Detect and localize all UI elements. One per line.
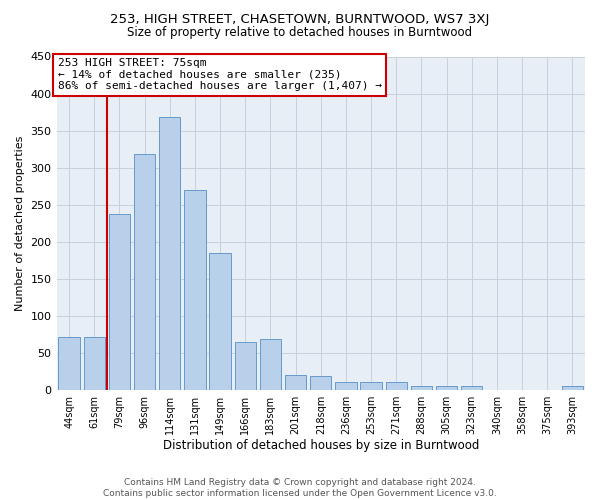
Text: 253, HIGH STREET, CHASETOWN, BURNTWOOD, WS7 3XJ: 253, HIGH STREET, CHASETOWN, BURNTWOOD, … bbox=[110, 12, 490, 26]
Text: Contains HM Land Registry data © Crown copyright and database right 2024.
Contai: Contains HM Land Registry data © Crown c… bbox=[103, 478, 497, 498]
Bar bbox=[235, 342, 256, 390]
Bar bbox=[436, 386, 457, 390]
Y-axis label: Number of detached properties: Number of detached properties bbox=[15, 136, 25, 311]
Bar bbox=[411, 386, 432, 390]
Bar bbox=[335, 382, 356, 390]
Bar bbox=[209, 254, 231, 390]
X-axis label: Distribution of detached houses by size in Burntwood: Distribution of detached houses by size … bbox=[163, 440, 479, 452]
Bar bbox=[58, 337, 80, 390]
Bar bbox=[562, 386, 583, 390]
Bar bbox=[285, 375, 307, 390]
Text: 253 HIGH STREET: 75sqm
← 14% of detached houses are smaller (235)
86% of semi-de: 253 HIGH STREET: 75sqm ← 14% of detached… bbox=[58, 58, 382, 91]
Text: Size of property relative to detached houses in Burntwood: Size of property relative to detached ho… bbox=[127, 26, 473, 39]
Bar bbox=[109, 214, 130, 390]
Bar bbox=[386, 382, 407, 390]
Bar bbox=[134, 154, 155, 390]
Bar bbox=[83, 337, 105, 390]
Bar bbox=[184, 190, 206, 390]
Bar bbox=[310, 376, 331, 390]
Bar bbox=[461, 386, 482, 390]
Bar bbox=[260, 340, 281, 390]
Bar bbox=[361, 382, 382, 390]
Bar bbox=[159, 117, 181, 390]
